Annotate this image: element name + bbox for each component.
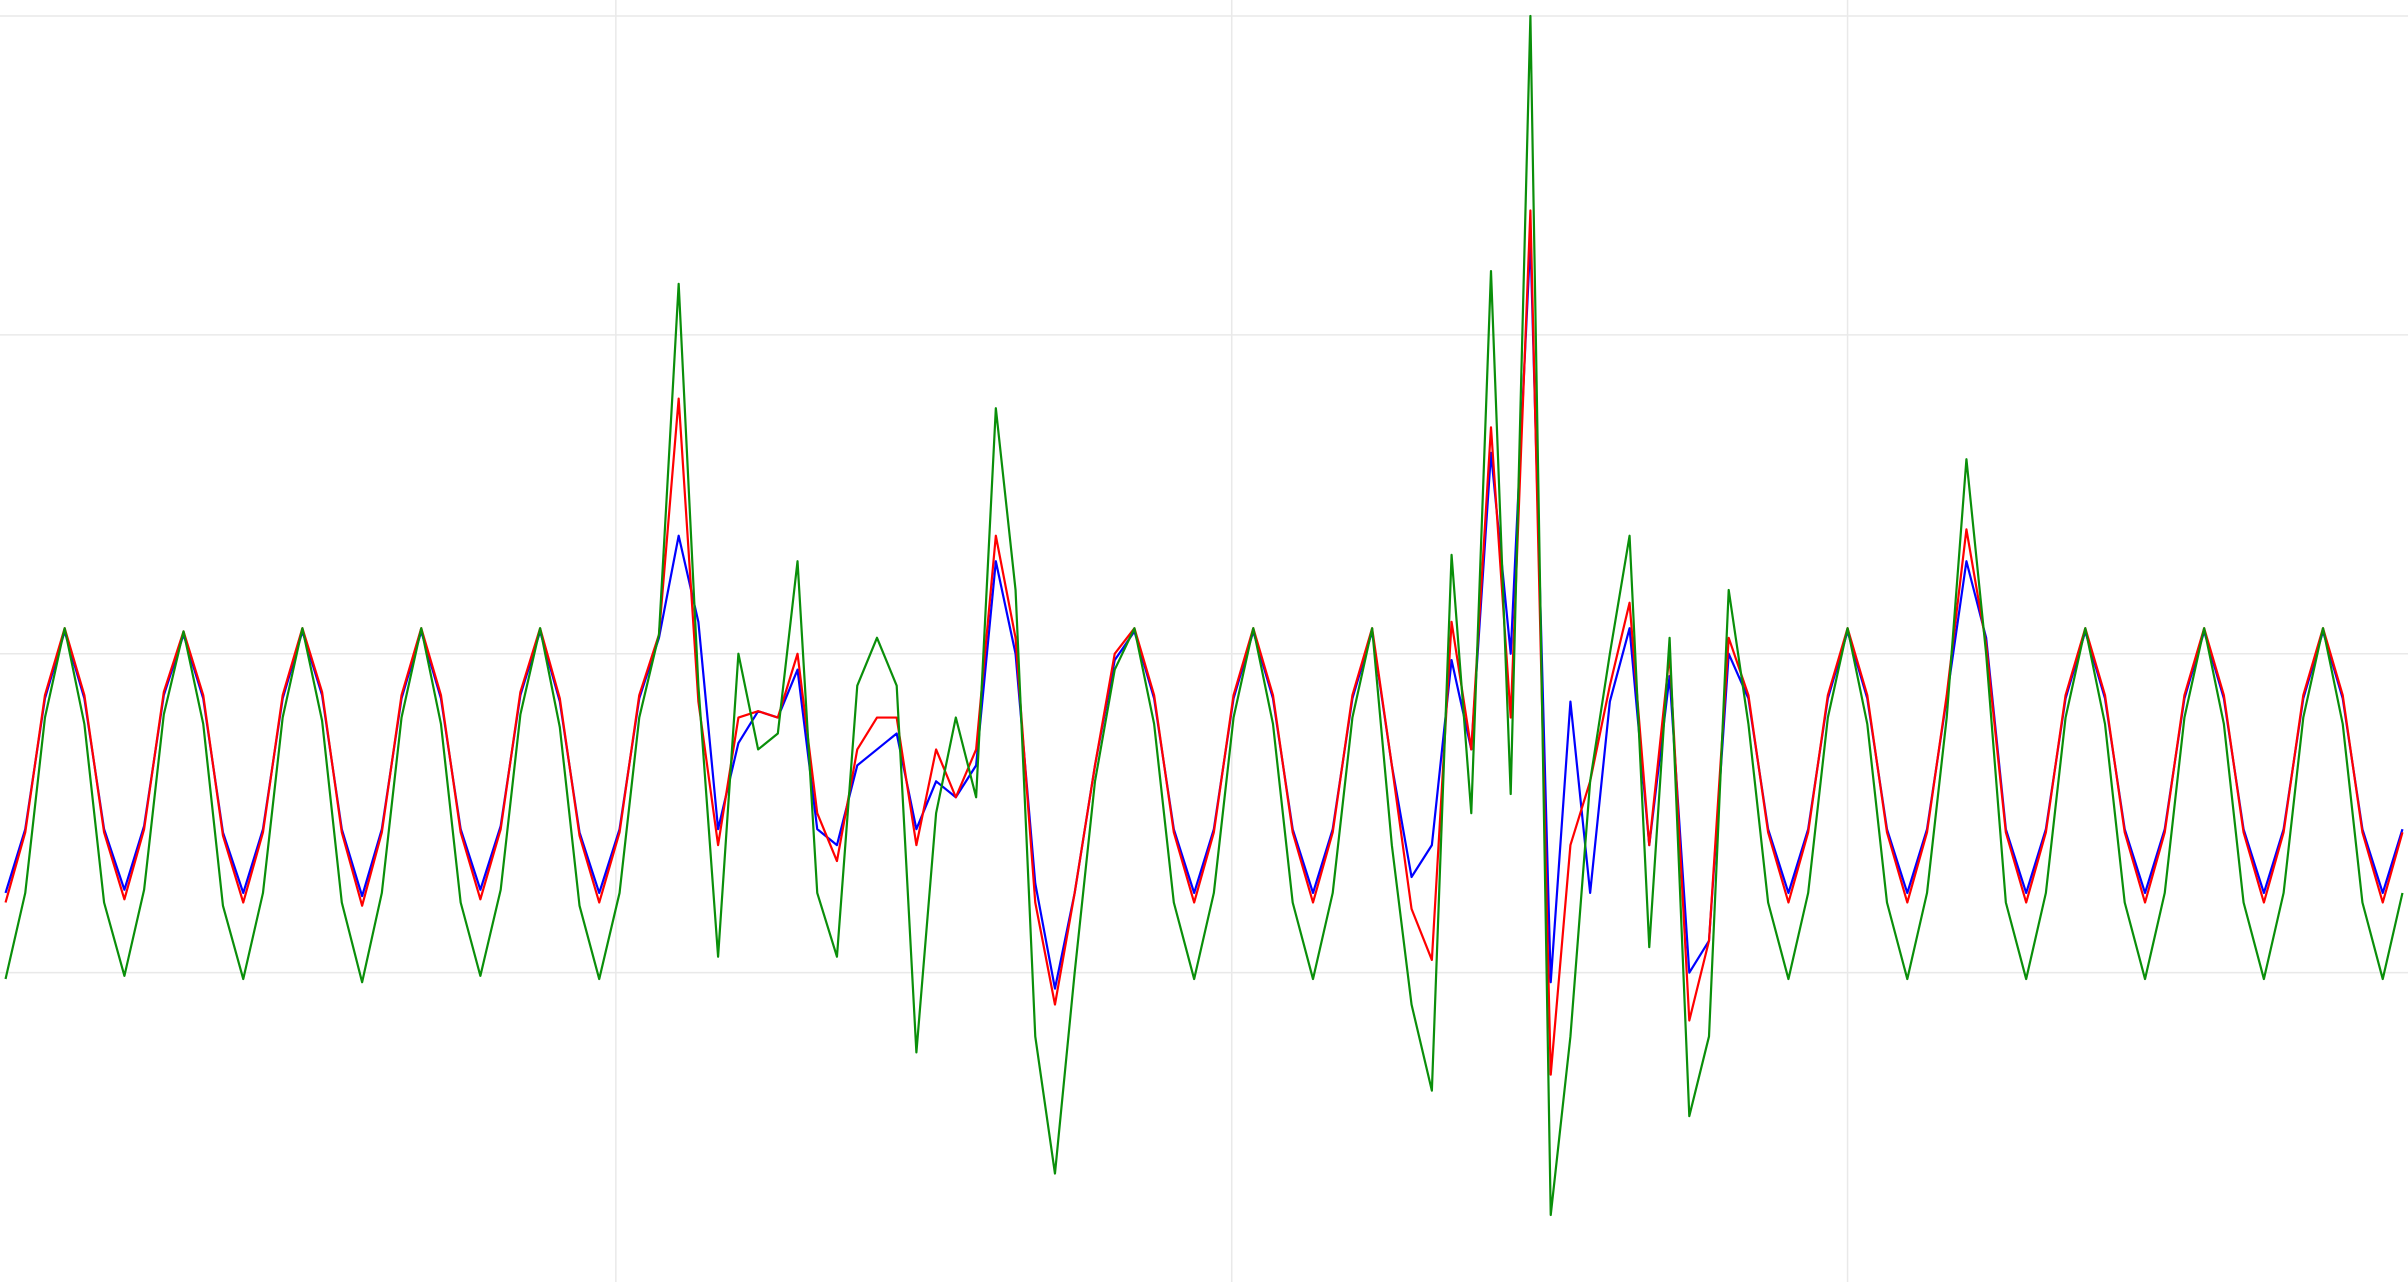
line-series bbox=[4, 238, 2404, 990]
line-series bbox=[4, 209, 2404, 1076]
line-series bbox=[4, 14, 2404, 1217]
